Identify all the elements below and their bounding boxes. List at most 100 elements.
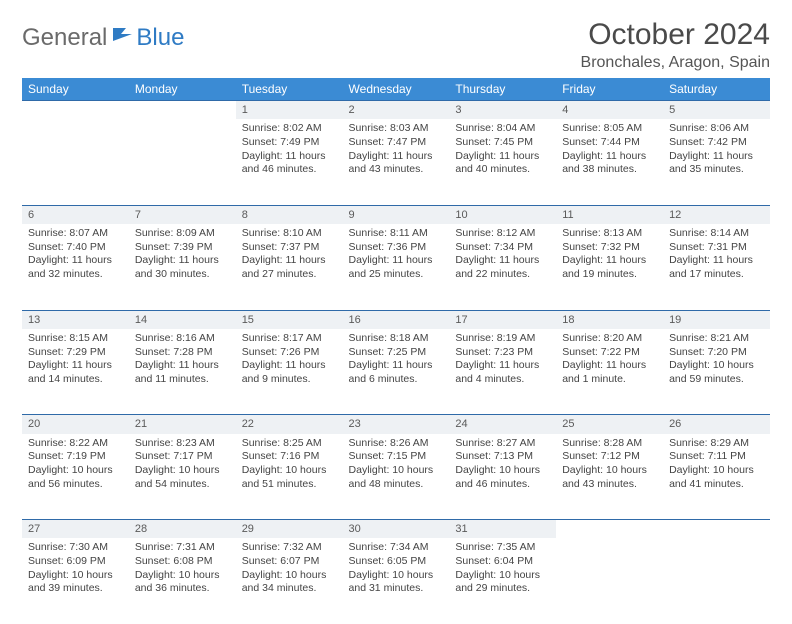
- day-number-cell: 27: [22, 520, 129, 539]
- day-number-cell: 2: [343, 101, 450, 120]
- day-detail-cell: Sunrise: 8:28 AMSunset: 7:12 PMDaylight:…: [556, 434, 663, 520]
- day-number-cell: 20: [22, 415, 129, 434]
- day-detail-cell: Sunrise: 8:23 AMSunset: 7:17 PMDaylight:…: [129, 434, 236, 520]
- day-number-cell: 26: [663, 415, 770, 434]
- daylight-text: Daylight: 10 hours and 36 minutes.: [135, 569, 230, 596]
- day-detail-cell: Sunrise: 8:16 AMSunset: 7:28 PMDaylight:…: [129, 329, 236, 415]
- sunset-text: Sunset: 7:28 PM: [135, 346, 230, 360]
- day-number-cell: 3: [449, 101, 556, 120]
- sunset-text: Sunset: 6:05 PM: [349, 555, 444, 569]
- sunrise-text: Sunrise: 7:35 AM: [455, 541, 550, 555]
- daylight-text: Daylight: 10 hours and 43 minutes.: [562, 464, 657, 491]
- daylight-text: Daylight: 10 hours and 34 minutes.: [242, 569, 337, 596]
- day-number-row: 2728293031: [22, 520, 770, 539]
- daylight-text: Daylight: 11 hours and 1 minute.: [562, 359, 657, 386]
- daylight-text: Daylight: 10 hours and 54 minutes.: [135, 464, 230, 491]
- sunset-text: Sunset: 6:04 PM: [455, 555, 550, 569]
- sunrise-text: Sunrise: 8:12 AM: [455, 227, 550, 241]
- day-number-cell: 7: [129, 205, 236, 224]
- sunset-text: Sunset: 7:17 PM: [135, 450, 230, 464]
- sunrise-text: Sunrise: 7:32 AM: [242, 541, 337, 555]
- day-detail-cell: Sunrise: 8:18 AMSunset: 7:25 PMDaylight:…: [343, 329, 450, 415]
- sunrise-text: Sunrise: 8:13 AM: [562, 227, 657, 241]
- day-number-cell: 23: [343, 415, 450, 434]
- day-number-cell: 18: [556, 310, 663, 329]
- sunrise-text: Sunrise: 8:26 AM: [349, 437, 444, 451]
- day-detail-cell: Sunrise: 8:10 AMSunset: 7:37 PMDaylight:…: [236, 224, 343, 310]
- day-number-cell: 24: [449, 415, 556, 434]
- sunrise-text: Sunrise: 8:06 AM: [669, 122, 764, 136]
- sunrise-text: Sunrise: 8:15 AM: [28, 332, 123, 346]
- day-detail-cell: Sunrise: 8:06 AMSunset: 7:42 PMDaylight:…: [663, 119, 770, 205]
- sunrise-text: Sunrise: 7:30 AM: [28, 541, 123, 555]
- day-number-cell: 19: [663, 310, 770, 329]
- sunset-text: Sunset: 7:25 PM: [349, 346, 444, 360]
- day-header: Friday: [556, 78, 663, 101]
- sunset-text: Sunset: 7:23 PM: [455, 346, 550, 360]
- daylight-text: Daylight: 10 hours and 41 minutes.: [669, 464, 764, 491]
- day-detail-cell: Sunrise: 7:35 AMSunset: 6:04 PMDaylight:…: [449, 538, 556, 624]
- daylight-text: Daylight: 11 hours and 32 minutes.: [28, 254, 123, 281]
- day-header: Wednesday: [343, 78, 450, 101]
- day-detail-cell: Sunrise: 8:27 AMSunset: 7:13 PMDaylight:…: [449, 434, 556, 520]
- day-detail-cell: [556, 538, 663, 624]
- daylight-text: Daylight: 11 hours and 30 minutes.: [135, 254, 230, 281]
- sunrise-text: Sunrise: 8:14 AM: [669, 227, 764, 241]
- month-title: October 2024: [581, 18, 770, 52]
- day-number-cell: 12: [663, 205, 770, 224]
- sunset-text: Sunset: 7:42 PM: [669, 136, 764, 150]
- day-number-row: 13141516171819: [22, 310, 770, 329]
- day-detail-cell: Sunrise: 8:02 AMSunset: 7:49 PMDaylight:…: [236, 119, 343, 205]
- daylight-text: Daylight: 10 hours and 31 minutes.: [349, 569, 444, 596]
- day-number-cell: 8: [236, 205, 343, 224]
- sunrise-text: Sunrise: 8:10 AM: [242, 227, 337, 241]
- day-detail-cell: Sunrise: 7:30 AMSunset: 6:09 PMDaylight:…: [22, 538, 129, 624]
- sunrise-text: Sunrise: 8:11 AM: [349, 227, 444, 241]
- sunrise-text: Sunrise: 8:23 AM: [135, 437, 230, 451]
- day-detail-cell: Sunrise: 8:29 AMSunset: 7:11 PMDaylight:…: [663, 434, 770, 520]
- day-detail-cell: Sunrise: 7:31 AMSunset: 6:08 PMDaylight:…: [129, 538, 236, 624]
- daylight-text: Daylight: 11 hours and 25 minutes.: [349, 254, 444, 281]
- sunset-text: Sunset: 7:15 PM: [349, 450, 444, 464]
- daylight-text: Daylight: 11 hours and 11 minutes.: [135, 359, 230, 386]
- daylight-text: Daylight: 11 hours and 19 minutes.: [562, 254, 657, 281]
- sunrise-text: Sunrise: 8:25 AM: [242, 437, 337, 451]
- day-number-cell: 31: [449, 520, 556, 539]
- sunrise-text: Sunrise: 8:20 AM: [562, 332, 657, 346]
- daylight-text: Daylight: 11 hours and 9 minutes.: [242, 359, 337, 386]
- day-number-cell: 10: [449, 205, 556, 224]
- day-number-cell: 28: [129, 520, 236, 539]
- daylight-text: Daylight: 11 hours and 4 minutes.: [455, 359, 550, 386]
- day-detail-cell: Sunrise: 8:05 AMSunset: 7:44 PMDaylight:…: [556, 119, 663, 205]
- day-number-cell: 16: [343, 310, 450, 329]
- sunset-text: Sunset: 7:40 PM: [28, 241, 123, 255]
- day-detail-cell: [129, 119, 236, 205]
- day-header: Tuesday: [236, 78, 343, 101]
- daylight-text: Daylight: 10 hours and 46 minutes.: [455, 464, 550, 491]
- sunset-text: Sunset: 6:09 PM: [28, 555, 123, 569]
- sunrise-text: Sunrise: 8:29 AM: [669, 437, 764, 451]
- sunrise-text: Sunrise: 8:21 AM: [669, 332, 764, 346]
- sunrise-text: Sunrise: 8:27 AM: [455, 437, 550, 451]
- day-header: Thursday: [449, 78, 556, 101]
- sunrise-text: Sunrise: 7:34 AM: [349, 541, 444, 555]
- day-number-cell: [663, 520, 770, 539]
- sunset-text: Sunset: 7:31 PM: [669, 241, 764, 255]
- brand-word-2: Blue: [136, 24, 184, 52]
- daylight-text: Daylight: 11 hours and 6 minutes.: [349, 359, 444, 386]
- day-number-cell: 5: [663, 101, 770, 120]
- sunrise-text: Sunrise: 8:18 AM: [349, 332, 444, 346]
- daylight-text: Daylight: 10 hours and 51 minutes.: [242, 464, 337, 491]
- day-detail-cell: [663, 538, 770, 624]
- daylight-text: Daylight: 11 hours and 14 minutes.: [28, 359, 123, 386]
- day-detail-cell: Sunrise: 8:20 AMSunset: 7:22 PMDaylight:…: [556, 329, 663, 415]
- sunset-text: Sunset: 7:34 PM: [455, 241, 550, 255]
- day-detail-row: Sunrise: 8:22 AMSunset: 7:19 PMDaylight:…: [22, 434, 770, 520]
- sunset-text: Sunset: 7:37 PM: [242, 241, 337, 255]
- daylight-text: Daylight: 11 hours and 17 minutes.: [669, 254, 764, 281]
- sunrise-text: Sunrise: 8:07 AM: [28, 227, 123, 241]
- day-number-cell: 11: [556, 205, 663, 224]
- day-number-row: 12345: [22, 101, 770, 120]
- daylight-text: Daylight: 11 hours and 27 minutes.: [242, 254, 337, 281]
- day-detail-cell: Sunrise: 7:32 AMSunset: 6:07 PMDaylight:…: [236, 538, 343, 624]
